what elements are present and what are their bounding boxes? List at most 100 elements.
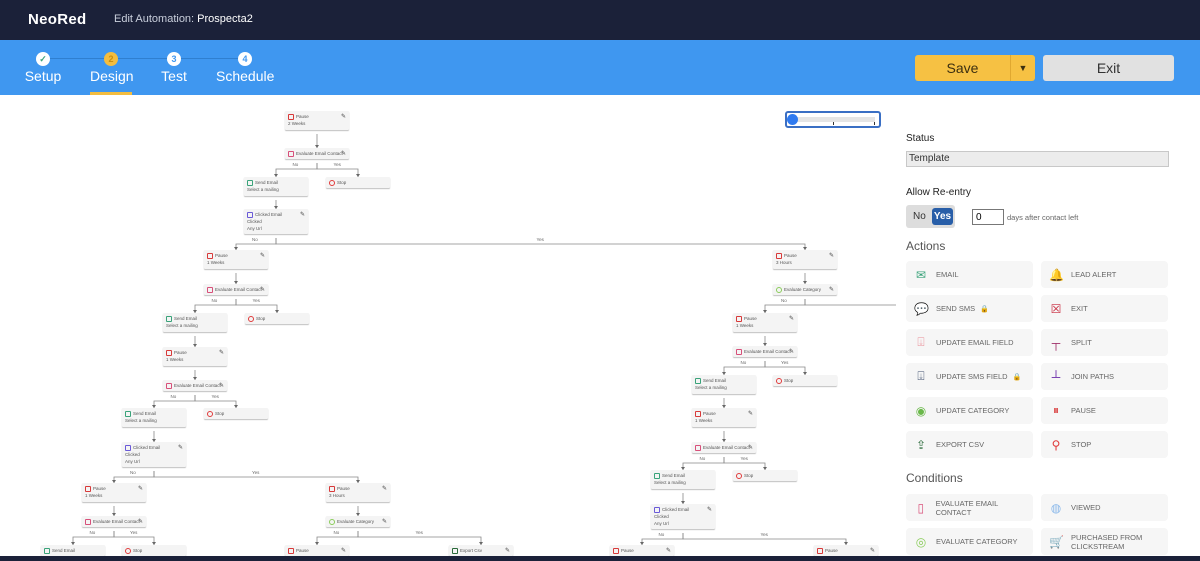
flow-node-stop[interactable]: Stop xyxy=(122,545,186,556)
flow-node-export[interactable]: Export Csv ✎ xyxy=(449,545,513,556)
actions-tile-lead-alert[interactable]: 🔔 LEAD ALERT xyxy=(1041,261,1168,288)
conditions-tile-evaluate-email-contact[interactable]: ▯ EVALUATE EMAIL CONTACT xyxy=(906,494,1033,521)
edit-pencil-icon[interactable]: ✎ xyxy=(504,548,510,554)
reentry-no[interactable]: No xyxy=(913,211,926,222)
actions-tile-send-sms[interactable]: 💬 SEND SMS 🔒 xyxy=(906,295,1033,322)
flow-node-eval[interactable]: Evaluate Email Contact ✎ xyxy=(82,516,146,527)
edit-pencil-icon[interactable]: ✎ xyxy=(747,411,753,417)
flow-node-eval[interactable]: Evaluate Email Contact ✎ xyxy=(163,380,227,391)
flow-node-pause[interactable]: Pause ✎ xyxy=(285,545,349,556)
flow-node-eval[interactable]: Evaluate Email Contact ✎ xyxy=(285,148,349,159)
edit-pencil-icon[interactable]: ✎ xyxy=(218,350,224,356)
cart-icon: 🛒 xyxy=(1049,534,1064,549)
edit-pencil-icon[interactable]: ✎ xyxy=(340,548,346,554)
flow-node-email[interactable]: Send Email Select a mailing xyxy=(692,375,756,394)
edit-pencil-icon[interactable]: ✎ xyxy=(259,253,265,259)
conditions-tile-evaluate-category[interactable]: ◎ EVALUATE CATEGORY xyxy=(906,528,1033,555)
flow-node-stop[interactable]: Stop xyxy=(326,177,390,188)
flow-node-stop[interactable]: Stop xyxy=(773,375,837,386)
flow-node-evalcat[interactable]: Evaluate Category ✎ xyxy=(773,284,837,295)
reentry-toggle[interactable]: No Yes xyxy=(906,205,955,228)
edit-pencil-icon[interactable]: ✎ xyxy=(340,151,346,157)
flow-node-clicked[interactable]: Clicked Email Clicked Any Url ✎ xyxy=(651,504,715,529)
zoom-handle[interactable] xyxy=(787,114,798,125)
flow-node-email[interactable]: Send Email xyxy=(41,545,105,556)
conditions-tile-viewed[interactable]: ◍ VIEWED xyxy=(1041,494,1168,521)
flow-node-pause[interactable]: Pause 1 Weeks ✎ xyxy=(82,483,146,502)
edit-pencil-icon[interactable]: ✎ xyxy=(747,445,753,451)
actions-tile-export-csv[interactable]: ⇪ EXPORT CSV xyxy=(906,431,1033,458)
stop-icon xyxy=(329,179,335,186)
flow-node-pause[interactable]: Pause 1 Weeks ✎ xyxy=(692,408,756,427)
node-title: Send Email xyxy=(703,378,727,383)
update-field-icon: ⍗ xyxy=(917,335,925,349)
reentry-yes[interactable]: Yes xyxy=(932,208,953,225)
edit-pencil-icon[interactable]: ✎ xyxy=(788,349,794,355)
actions-tile-split[interactable]: ┬ SPLIT xyxy=(1041,329,1168,356)
flow-node-pause[interactable]: Pause 2 Weeks ✎ xyxy=(285,111,349,130)
edit-pencil-icon[interactable]: ✎ xyxy=(706,507,712,513)
conditions-tile-purchased-from-clickstream[interactable]: 🛒 PURCHASED FROM CLICKSTREAM xyxy=(1041,528,1168,555)
edit-pencil-icon[interactable]: ✎ xyxy=(137,486,143,492)
step-test[interactable]: 3 Test xyxy=(161,40,187,95)
actions-tile-stop[interactable]: ⚲ STOP xyxy=(1041,431,1168,458)
flow-node-eval[interactable]: Evaluate Email Contact ✎ xyxy=(204,284,268,295)
edit-pencil-icon[interactable]: ✎ xyxy=(828,253,834,259)
flow-node-pause[interactable]: Pause 1 Weeks ✎ xyxy=(163,347,227,366)
edit-pencil-icon[interactable]: ✎ xyxy=(137,519,143,525)
edit-pencil-icon[interactable]: ✎ xyxy=(381,519,387,525)
flow-node-pause[interactable]: Pause 1 Weeks ✎ xyxy=(733,313,797,332)
save-button[interactable]: Save ▼ xyxy=(915,55,1035,81)
flow-node-email[interactable]: Send Email Select a mailing xyxy=(244,177,308,196)
status-label: Status xyxy=(906,133,935,144)
flow-node-email[interactable]: Send Email Select a mailing xyxy=(122,408,186,427)
actions-tile-join-paths[interactable]: ┴ JOIN PATHS xyxy=(1041,363,1168,390)
actions-tile-update-email-field[interactable]: ⍗ UPDATE EMAIL FIELD xyxy=(906,329,1033,356)
edit-pencil-icon[interactable]: ✎ xyxy=(259,287,265,293)
flow-node-stop[interactable]: Stop xyxy=(204,408,268,419)
flow-node-eval[interactable]: Evaluate Email Contact ✎ xyxy=(692,442,756,453)
exit-button[interactable]: Exit xyxy=(1043,55,1174,81)
edit-pencil-icon[interactable]: ✎ xyxy=(340,114,346,120)
arrow-head xyxy=(356,480,360,483)
edit-pencil-icon[interactable]: ✎ xyxy=(177,445,183,451)
edit-pencil-icon[interactable]: ✎ xyxy=(381,486,387,492)
edit-pencil-icon[interactable]: ✎ xyxy=(869,548,875,554)
actions-tile-pause[interactable]: ⏸ PAUSE xyxy=(1041,397,1168,424)
flow-node-email[interactable]: Send Email Select a mailing xyxy=(651,470,715,489)
flow-node-pause[interactable]: Pause 3 Hours ✎ xyxy=(773,250,837,269)
actions-tile-email[interactable]: ✉ EMAIL xyxy=(906,261,1033,288)
flow-node-stop[interactable]: Stop xyxy=(733,470,797,481)
flow-node-pause[interactable]: Pause 1 Weeks ✎ xyxy=(204,250,268,269)
flow-node-clicked[interactable]: Clicked Email Clicked Any Url ✎ xyxy=(122,442,186,467)
edit-pencil-icon[interactable]: ✎ xyxy=(828,287,834,293)
save-label[interactable]: Save xyxy=(915,55,1011,81)
flow-node-pause[interactable]: Pause ✎ xyxy=(814,545,878,556)
flow-node-pause[interactable]: Pause 3 Hours ✎ xyxy=(326,483,390,502)
flow-node-stop[interactable]: Stop xyxy=(245,313,309,324)
step-number: 2 xyxy=(104,52,118,66)
actions-tile-update-sms-field[interactable]: ⍗ UPDATE SMS FIELD 🔒 xyxy=(906,363,1033,390)
step-schedule[interactable]: 4 Schedule xyxy=(216,40,274,95)
zoom-slider[interactable] xyxy=(785,111,881,128)
node-title: Pause xyxy=(744,316,757,321)
edit-pencil-icon[interactable]: ✎ xyxy=(218,383,224,389)
reentry-days-input[interactable] xyxy=(972,209,1004,225)
edit-pencil-icon[interactable]: ✎ xyxy=(299,212,305,218)
edit-pencil-icon[interactable]: ✎ xyxy=(788,316,794,322)
arrow-head xyxy=(234,281,238,284)
branch-connector xyxy=(357,531,482,545)
node-title: Pause xyxy=(215,253,228,258)
actions-tile-update-category[interactable]: ◉ UPDATE CATEGORY xyxy=(906,397,1033,424)
edit-pencil-icon[interactable]: ✎ xyxy=(665,548,671,554)
flow-node-evalcat[interactable]: Evaluate Category ✎ xyxy=(326,516,390,527)
flow-node-clicked[interactable]: Clicked Email Clicked Any Url ✎ xyxy=(244,209,308,234)
step-design[interactable]: 2 Design xyxy=(90,40,134,95)
actions-tile-exit[interactable]: ☒ EXIT xyxy=(1041,295,1168,322)
caret-down-icon[interactable]: ▼ xyxy=(1018,63,1028,73)
flow-node-email[interactable]: Send Email Select a mailing xyxy=(163,313,227,332)
flow-node-pause[interactable]: Pause ✎ xyxy=(610,545,674,556)
step-setup[interactable]: ✓ Setup xyxy=(24,40,62,95)
flow-canvas[interactable]: Pause 2 Weeks ✎ Evaluate Email Contact ✎ Send… xyxy=(0,95,896,556)
flow-node-eval[interactable]: Evaluate Email Contact ✎ xyxy=(733,346,797,357)
